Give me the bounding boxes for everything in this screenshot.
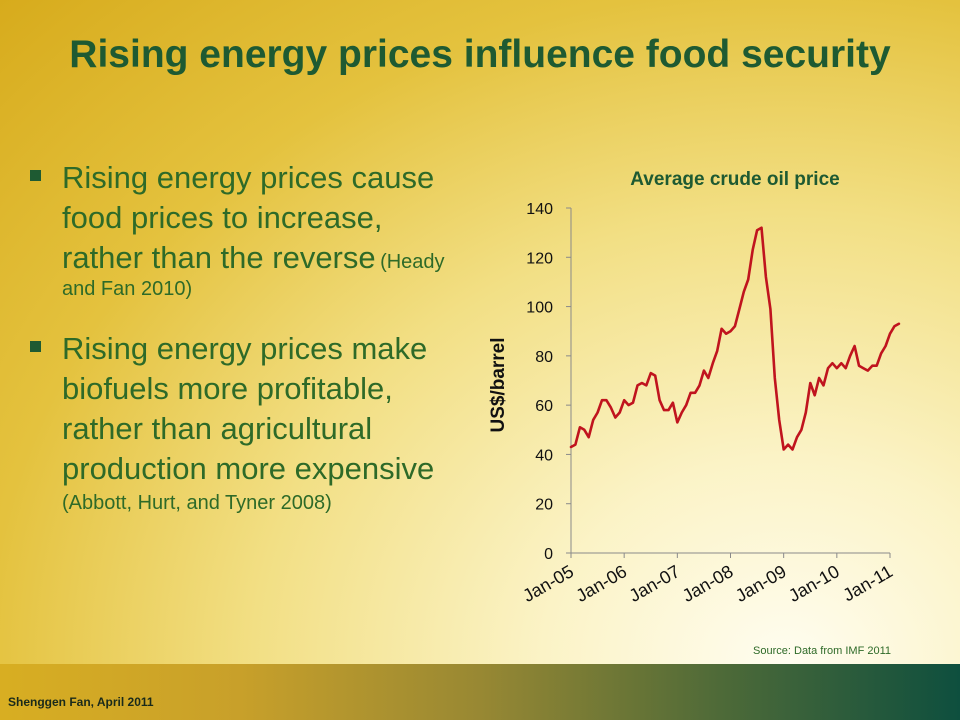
bullet-citation: (Abbott, Hurt, and Tyner 2008) (62, 492, 332, 514)
oil-price-chart: Average crude oil price US$/barrel 0 20 40… (488, 169, 901, 657)
y-tick-label: 100 (526, 300, 553, 317)
x-tick-label: Jan-10 (785, 561, 843, 606)
x-tick-label: Jan-06 (572, 561, 630, 606)
footer-author: Shenggen Fan, April 2011 (8, 695, 154, 709)
footer-band (0, 664, 960, 720)
x-tick-label: Jan-05 (519, 561, 577, 606)
bullet-text: Rising energy prices cause food prices t… (62, 160, 435, 275)
y-tick-label: 140 (526, 201, 553, 218)
oil-price-line (569, 226, 901, 451)
y-tick-label: 0 (544, 546, 553, 563)
bullet-text: Rising energy prices make biofuels more … (62, 331, 435, 486)
bullet-item: Rising energy prices cause food prices t… (28, 158, 468, 301)
y-tick-label: 60 (535, 398, 553, 415)
chart-source: Source: Data from IMF 2011 (753, 645, 891, 657)
y-tick-label: 40 (535, 447, 553, 464)
bullet-item: Rising energy prices make biofuels more … (28, 329, 468, 517)
tick-labels: 020406080100120140Jan-05Jan-06Jan-07Jan-… (519, 201, 896, 606)
x-tick-label: Jan-08 (679, 561, 737, 606)
x-tick-label: Jan-11 (839, 561, 896, 605)
square-bullet-icon (30, 341, 41, 352)
chart-title: Average crude oil price (630, 169, 839, 190)
slide-title: Rising energy prices influence food secu… (69, 33, 891, 76)
chart-axes (566, 207, 891, 558)
x-tick-label: Jan-09 (732, 561, 790, 606)
square-bullet-icon (30, 170, 41, 181)
y-tick-label: 80 (535, 349, 553, 366)
y-axis-label: US$/barrel (488, 337, 509, 432)
bullet-citation: (Heady and Fan 2010) (62, 251, 445, 300)
y-tick-label: 120 (526, 250, 553, 267)
y-tick-label: 20 (535, 497, 553, 514)
bullet-list: Rising energy prices cause food prices t… (28, 158, 468, 545)
series-group (569, 226, 901, 451)
x-tick-label: Jan-07 (626, 561, 684, 606)
